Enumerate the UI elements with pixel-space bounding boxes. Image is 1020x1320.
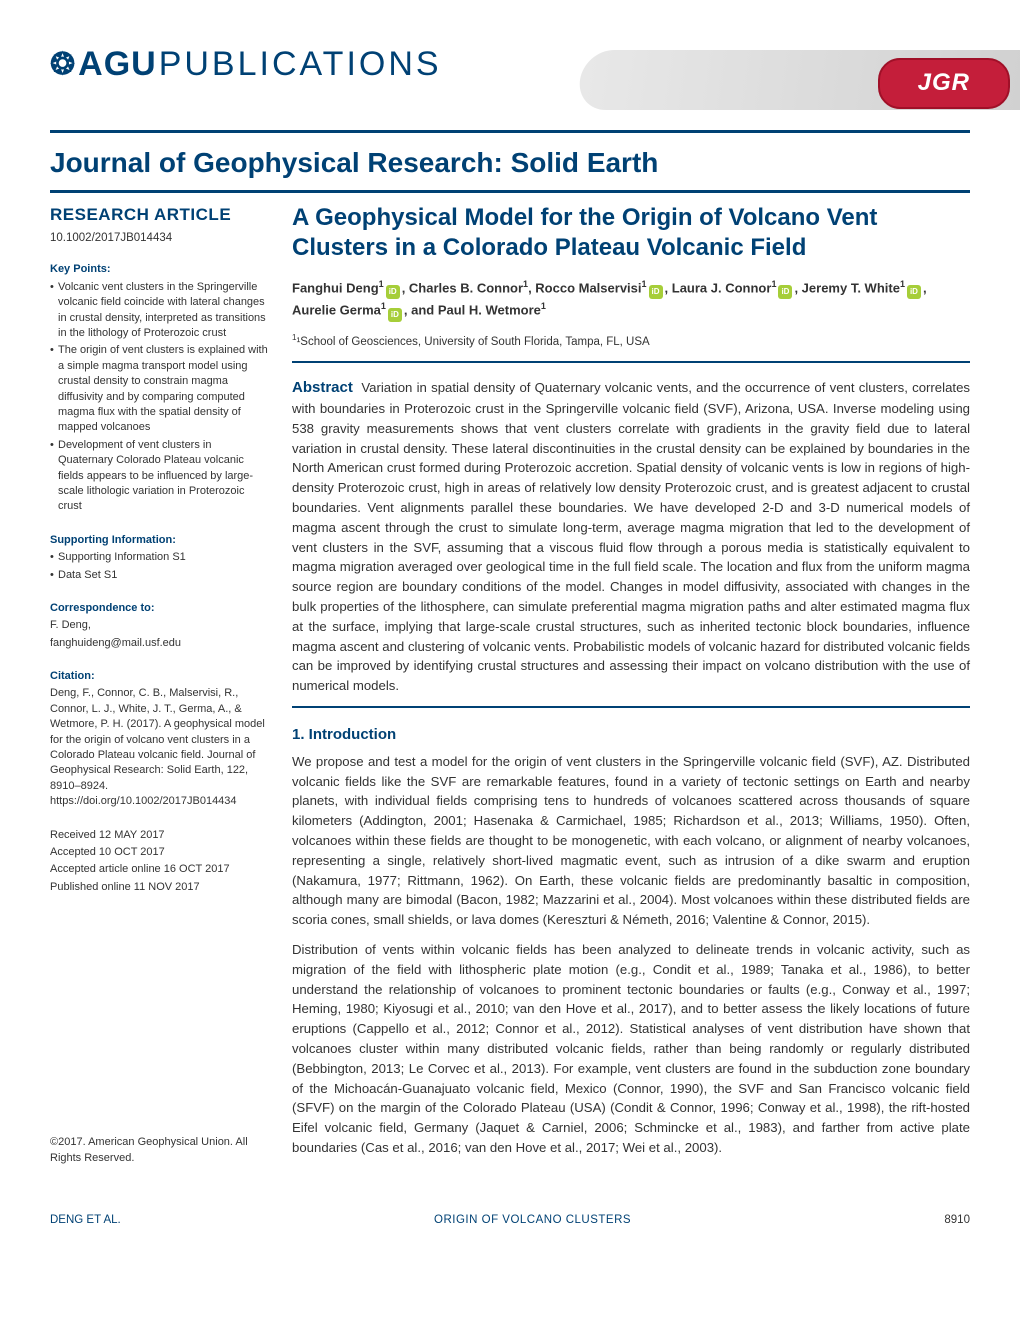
supporting-item[interactable]: Data Set S1 [50, 568, 268, 583]
page: ❂ AGU PUBLICATIONS JGR Journal of Geophy… [0, 0, 1020, 1259]
journal-title: Journal of Geophysical Research: Solid E… [50, 143, 970, 184]
citation-head: Citation: [50, 669, 268, 684]
copyright-text: ©2017. American Geophysical Union. All R… [50, 1135, 268, 1166]
orcid-icon[interactable] [907, 285, 921, 299]
abstract-text: Variation in spatial density of Quaterna… [292, 380, 970, 694]
paper-title: A Geophysical Model for the Origin of Vo… [292, 203, 970, 263]
correspondence-email[interactable]: fanghuideng@mail.usf.edu [50, 636, 268, 651]
jgr-badge: JGR [878, 58, 1010, 109]
citation-text: Deng, F., Connor, C. B., Malservisi, R.,… [50, 686, 268, 809]
citation-block: Citation: Deng, F., Connor, C. B., Malse… [50, 669, 268, 810]
affiliation-text: ¹School of Geosciences, University of So… [296, 336, 649, 348]
footer-page-number: 8910 [944, 1212, 970, 1229]
main-content: A Geophysical Model for the Origin of Vo… [292, 203, 970, 1184]
supporting-item[interactable]: Supporting Information S1 [50, 550, 268, 565]
copyright-block: ©2017. American Geophysical Union. All R… [50, 1135, 268, 1166]
doi-text: 10.1002/2017JB014434 [50, 230, 268, 246]
section-head-intro: 1. Introduction [292, 724, 970, 746]
correspondence-head: Correspondence to: [50, 601, 268, 616]
date-published: Published online 11 NOV 2017 [50, 880, 268, 895]
authors-line: Fanghui Deng1, Charles B. Connor1, Rocco… [292, 277, 970, 322]
orcid-icon[interactable] [649, 285, 663, 299]
sidebar: RESEARCH ARTICLE 10.1002/2017JB014434 Ke… [50, 203, 268, 1184]
abstract-label: Abstract [292, 379, 353, 396]
orcid-icon[interactable] [388, 308, 402, 322]
publisher-header: ❂ AGU PUBLICATIONS JGR [50, 40, 970, 120]
correspondence-block: Correspondence to: F. Deng, fanghuideng@… [50, 601, 268, 651]
agu-publications: PUBLICATIONS [159, 40, 442, 89]
dates-block: Received 12 MAY 2017 Accepted 10 OCT 201… [50, 828, 268, 896]
intro-rule [292, 706, 970, 708]
intro-paragraph-1: We propose and test a model for the orig… [292, 752, 970, 930]
abstract-rule [292, 361, 970, 363]
keypoints-block: Key Points: Volcanic vent clusters in th… [50, 262, 268, 514]
title-rule [50, 190, 970, 193]
content-columns: RESEARCH ARTICLE 10.1002/2017JB014434 Ke… [50, 203, 970, 1184]
footer-authors: DENG ET AL. [50, 1212, 121, 1229]
agu-mark-icon: ❂ [50, 43, 76, 87]
keypoint-item: Development of vent clusters in Quaterna… [50, 438, 268, 515]
orcid-icon[interactable] [778, 285, 792, 299]
keypoint-item: Volcanic vent clusters in the Springervi… [50, 280, 268, 342]
correspondence-name: F. Deng, [50, 618, 268, 633]
affiliation: 1¹School of Geosciences, University of S… [292, 332, 970, 351]
date-received: Received 12 MAY 2017 [50, 828, 268, 843]
supporting-list: Supporting Information S1 Data Set S1 [50, 550, 268, 583]
date-accepted: Accepted 10 OCT 2017 [50, 845, 268, 860]
keypoints-list: Volcanic vent clusters in the Springervi… [50, 280, 268, 515]
agu-name: AGU [78, 40, 157, 89]
intro-paragraph-2: Distribution of vents within volcanic fi… [292, 940, 970, 1158]
supporting-head: Supporting Information: [50, 533, 268, 548]
article-type-label: RESEARCH ARTICLE [50, 203, 268, 227]
supporting-block: Supporting Information: Supporting Infor… [50, 533, 268, 583]
footer-running-title: ORIGIN OF VOLCANO CLUSTERS [434, 1212, 631, 1229]
date-online: Accepted article online 16 OCT 2017 [50, 862, 268, 877]
header-rule [50, 130, 970, 133]
page-footer: DENG ET AL. ORIGIN OF VOLCANO CLUSTERS 8… [50, 1212, 970, 1229]
orcid-icon[interactable] [386, 285, 400, 299]
header-swoosh: JGR [500, 40, 1020, 120]
keypoints-head: Key Points: [50, 262, 268, 277]
abstract-paragraph: Abstract Variation in spatial density of… [292, 377, 970, 696]
keypoint-item: The origin of vent clusters is explained… [50, 343, 268, 435]
